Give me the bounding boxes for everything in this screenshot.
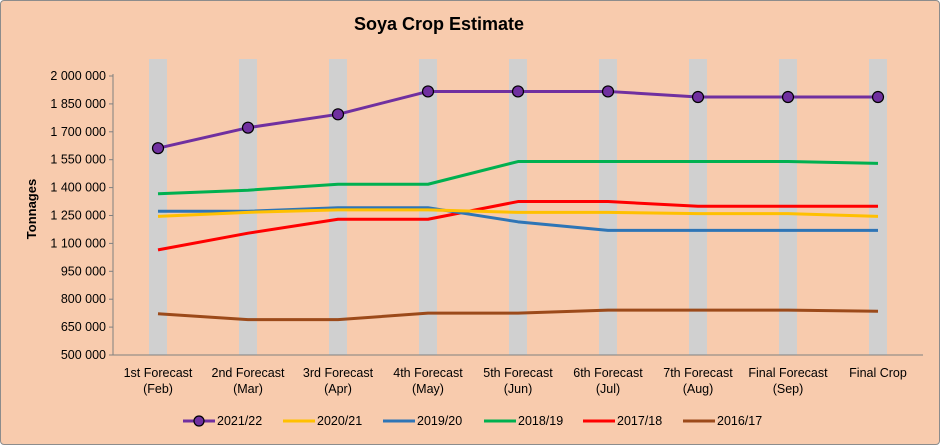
x-tick-label: 7th Forecast (663, 366, 733, 380)
legend-label: 2020/21 (317, 414, 362, 428)
legend-label: 2021/22 (217, 414, 262, 428)
x-tick-sublabel: (Jul) (596, 382, 620, 396)
x-tick-label: 2nd Forecast (212, 366, 285, 380)
y-tick-label: 950 000 (61, 264, 106, 278)
x-tick-sublabel: (May) (412, 382, 444, 396)
y-tick-label: 1 400 000 (50, 181, 106, 195)
y-tick-label: 500 000 (61, 348, 106, 362)
data-point (511, 85, 525, 98)
category-band (149, 59, 167, 355)
legend-item: 2016/17 (683, 414, 762, 428)
legend-label: 2016/17 (717, 414, 762, 428)
data-point (331, 108, 345, 121)
y-tick-label: 1 700 000 (50, 125, 106, 139)
category-bands (149, 59, 887, 355)
y-tick-label: 2 000 000 (50, 69, 106, 83)
series-markers (151, 85, 885, 155)
x-tick-label: 1st Forecast (124, 366, 193, 380)
y-tick-label: 1 850 000 (50, 97, 106, 111)
x-tick-label: Final Forecast (748, 366, 828, 380)
legend-label: 2019/20 (417, 414, 462, 428)
x-tick-label: 4th Forecast (393, 366, 463, 380)
data-point (781, 90, 795, 104)
x-tick-label: Final Crop (849, 366, 907, 380)
legend-marker (193, 415, 205, 427)
x-tick-sublabel: (Apr) (324, 382, 352, 396)
series-line (157, 200, 878, 252)
legend-item: 2021/22 (183, 414, 262, 428)
x-tick-sublabel: (Feb) (143, 382, 173, 396)
legend: 2021/22 2020/21 2019/20 2018/19 2017/18 2016/… (183, 414, 762, 428)
legend-label: 2017/18 (617, 414, 662, 428)
data-point (601, 85, 615, 98)
data-point (241, 121, 255, 134)
category-band (509, 59, 527, 355)
legend-label: 2018/19 (518, 414, 563, 428)
y-tick-label: 800 000 (61, 292, 106, 306)
category-band (599, 59, 617, 355)
legend-item: 2020/21 (283, 414, 362, 428)
series-line (157, 160, 879, 196)
x-tick-label: 5th Forecast (483, 366, 553, 380)
x-tick-label: 3rd Forecast (303, 366, 374, 380)
series-line (157, 208, 879, 218)
legend-item: 2017/18 (583, 414, 662, 428)
x-axis: 1st Forecast (Feb) 2nd Forecast (Mar) 3rd Fo… (113, 354, 923, 396)
data-point (691, 90, 705, 104)
y-tick-label: 1 550 000 (50, 153, 106, 167)
x-tick-label: 6th Forecast (573, 366, 643, 380)
x-tick-sublabel: (Aug) (683, 382, 714, 396)
chart-title: Soya Crop Estimate (354, 14, 524, 34)
x-tick-sublabel: (Sep) (773, 382, 804, 396)
category-band (239, 59, 257, 355)
x-tick-sublabel: (Mar) (233, 382, 263, 396)
data-point (151, 142, 165, 155)
data-point (421, 85, 435, 98)
y-axis-label: Tonnages (24, 179, 39, 239)
legend-item: 2018/19 (484, 414, 563, 428)
y-tick-label: 1 100 000 (50, 236, 106, 250)
y-axis: 500 000 650 000 800 000 950 000 1 100 000 1 2… (50, 69, 114, 362)
data-point (871, 90, 885, 104)
x-tick-sublabel: (Jun) (504, 382, 532, 396)
series-line (157, 308, 879, 322)
y-tick-label: 650 000 (61, 320, 106, 334)
y-tick-label: 1 250 000 (50, 209, 106, 223)
legend-item: 2019/20 (383, 414, 462, 428)
